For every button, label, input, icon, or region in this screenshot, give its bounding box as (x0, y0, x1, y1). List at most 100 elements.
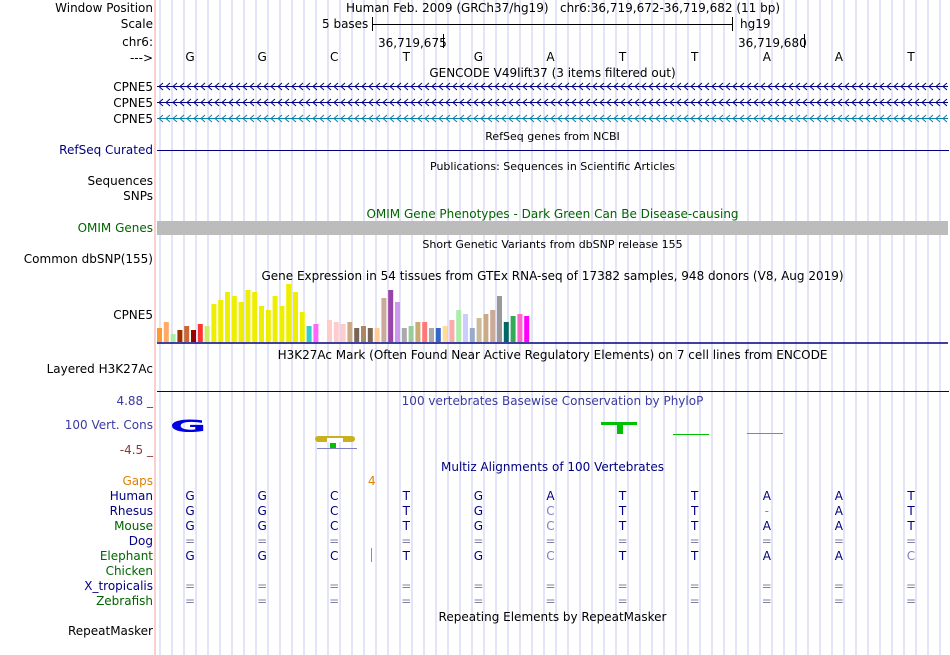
gtex-tissue-bar[interactable] (503, 322, 509, 342)
refseq-gene-line[interactable] (157, 150, 949, 151)
gtex-tissue-bar[interactable] (327, 320, 332, 342)
conservation-label[interactable]: 100 Vert. Cons (64, 418, 153, 432)
gtex-tissue-bar[interactable] (524, 316, 530, 342)
gtex-tissue-bar[interactable] (218, 300, 224, 342)
gtex-tissue-bar[interactable] (333, 322, 339, 342)
gtex-tissue-bar[interactable] (184, 326, 190, 342)
gtex-tissue-bar[interactable] (442, 326, 448, 342)
publications-label-1[interactable]: Sequences (87, 174, 153, 188)
gtex-tissue-bar[interactable] (463, 314, 468, 342)
gtex-tissue-bar[interactable] (435, 328, 441, 342)
multiz-species-label[interactable]: Rhesus (109, 504, 153, 518)
gene-model-1[interactable] (157, 82, 948, 91)
gtex-tissue-bar[interactable] (204, 326, 210, 342)
gtex-tissue-bar[interactable] (272, 296, 278, 342)
multiz-species-label[interactable]: X_tropicalis (84, 579, 153, 593)
gtex-tissue-bar[interactable] (456, 310, 462, 342)
repeatmasker-track-title[interactable]: Repeating Elements by RepeatMasker (438, 610, 667, 624)
strand-chevron (410, 114, 416, 123)
gtex-tissue-bar[interactable] (429, 328, 434, 342)
conservation-track-title[interactable]: 100 vertebrates Basewise Conservation by… (401, 394, 704, 408)
gtex-tissue-bar[interactable] (225, 292, 230, 342)
gaps-label[interactable]: Gaps (122, 474, 153, 488)
gene-label-1[interactable]: CPNE5 (113, 80, 153, 94)
gtex-tissue-bar[interactable] (286, 284, 292, 342)
multiz-species-label[interactable]: Chicken (105, 564, 153, 578)
gene-label-3[interactable]: CPNE5 (113, 112, 153, 126)
multiz-base: T (907, 519, 915, 533)
gtex-tissue-bar[interactable] (306, 326, 312, 342)
multiz-species-label[interactable]: Mouse (114, 519, 153, 533)
publications-label-2[interactable]: SNPs (123, 189, 153, 203)
gtex-tissue-bar[interactable] (252, 292, 258, 342)
gtex-tissue-bar[interactable] (163, 322, 169, 342)
multiz-species-label[interactable]: Zebrafish (96, 594, 153, 608)
gtex-tissue-bar[interactable] (517, 314, 523, 342)
gtex-tissue-bar[interactable] (231, 296, 237, 342)
dbsnp-track-title[interactable]: Short Genetic Variants from dbSNP releas… (422, 238, 683, 251)
conservation-logo[interactable]: G (157, 410, 948, 456)
gtex-tissue-bar[interactable] (497, 296, 502, 342)
gtex-tissue-bar[interactable] (197, 324, 203, 342)
gtex-tissue-bar[interactable] (340, 324, 346, 342)
gtex-tissue-bar[interactable] (483, 314, 489, 342)
gtex-tissue-bar[interactable] (401, 328, 407, 342)
gtex-tissue-bar[interactable] (299, 312, 305, 342)
strand-chevron (466, 98, 472, 107)
gtex-label[interactable]: CPNE5 (113, 308, 153, 322)
h3k27ac-label[interactable]: Layered H3K27Ac (46, 362, 153, 376)
multiz-track-title[interactable]: Multiz Alignments of 100 Vertebrates (440, 460, 665, 474)
gtex-tissue-bar[interactable] (422, 322, 428, 342)
gtex-tissue-bar[interactable] (449, 320, 455, 342)
gtex-tissue-bar[interactable] (381, 298, 387, 342)
refseq-label[interactable]: RefSeq Curated (59, 143, 153, 157)
gtex-tissue-bar[interactable] (367, 328, 373, 342)
gtex-tissue-bar[interactable] (293, 292, 298, 342)
gtex-tissue-bar[interactable] (245, 290, 251, 342)
gtex-tissue-bar[interactable] (388, 290, 394, 342)
multiz-species-label[interactable]: Human (109, 489, 153, 503)
h3k27ac-track-title[interactable]: H3K27Ac Mark (Often Found Near Active Re… (277, 348, 828, 362)
multiz-species-label[interactable]: Elephant (99, 549, 153, 563)
refseq-track-title[interactable]: RefSeq genes from NCBI (485, 130, 620, 143)
gtex-track-title[interactable]: Gene Expression in 54 tissues from GTEx … (261, 269, 844, 283)
gtex-tissue-bar[interactable] (170, 334, 176, 342)
gtex-tissue-bar[interactable] (469, 328, 475, 342)
gtex-tissue-bar[interactable] (490, 310, 496, 342)
gtex-tissue-bar[interactable] (415, 322, 421, 342)
gtex-tissue-bar[interactable] (211, 304, 217, 342)
strand-chevron (893, 114, 899, 123)
omim-gene-bar[interactable] (157, 221, 948, 235)
gtex-tissue-bar[interactable] (476, 318, 482, 342)
strand-chevron (830, 82, 836, 91)
gtex-tissue-bar[interactable] (408, 326, 414, 342)
repeatmasker-label[interactable]: RepeatMasker (67, 624, 153, 638)
gtex-tissue-bar[interactable] (374, 328, 380, 342)
gtex-tissue-bar[interactable] (157, 328, 162, 342)
multiz-base: A (762, 489, 771, 503)
multiz-species-label[interactable]: Dog (128, 534, 153, 548)
gtex-tissue-bar[interactable] (354, 328, 360, 342)
strand-chevron (361, 114, 367, 123)
gtex-tissue-bar[interactable] (313, 324, 319, 342)
gtex-bar-chart[interactable] (157, 282, 948, 345)
gtex-tissue-bar[interactable] (238, 302, 244, 342)
dbsnp-label[interactable]: Common dbSNP(155) (23, 252, 153, 266)
strand-chevron (375, 98, 381, 107)
omim-track-title[interactable]: OMIM Gene Phenotypes - Dark Green Can Be… (366, 207, 739, 221)
omim-label[interactable]: OMIM Genes (77, 221, 153, 235)
gtex-tissue-bar[interactable] (510, 316, 516, 342)
gtex-tissue-bar[interactable] (265, 310, 271, 342)
gencode-track-title[interactable]: GENCODE V49lift37 (3 items filtered out) (429, 66, 676, 80)
gene-model-2[interactable] (157, 98, 948, 107)
gene-model-3[interactable] (157, 114, 948, 123)
gtex-tissue-bar[interactable] (191, 330, 196, 342)
publications-track-title[interactable]: Publications: Sequences in Scientific Ar… (430, 160, 675, 173)
gtex-tissue-bar[interactable] (361, 326, 366, 342)
gene-label-2[interactable]: CPNE5 (113, 96, 153, 110)
gtex-tissue-bar[interactable] (279, 306, 285, 342)
gtex-tissue-bar[interactable] (177, 330, 183, 342)
gtex-tissue-bar[interactable] (395, 302, 400, 342)
gtex-tissue-bar[interactable] (259, 306, 264, 342)
gtex-tissue-bar[interactable] (347, 322, 353, 342)
